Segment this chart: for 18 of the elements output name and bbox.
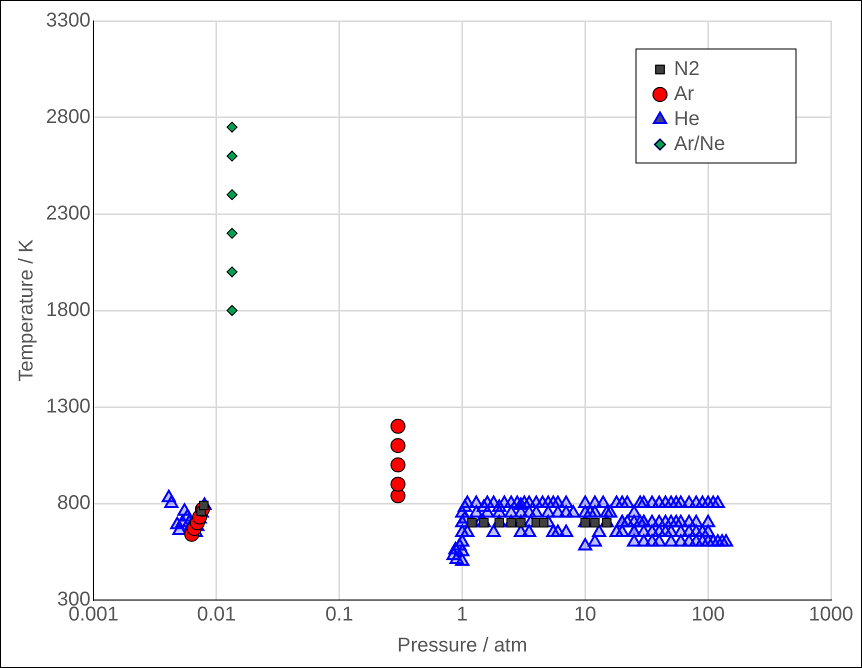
y-tick-label: 1800 [46, 299, 90, 322]
legend-label: N2 [674, 58, 700, 80]
y-tick-label: 2800 [46, 106, 90, 128]
y-tick-label: 800 [57, 492, 90, 514]
legend-label: He [674, 108, 700, 130]
x-tick-label: 1 [456, 604, 468, 626]
x-tick-label: 100 [691, 604, 725, 626]
y-tick-label: 2300 [46, 202, 90, 225]
y-tick-label: 3300 [46, 10, 90, 32]
x-tick-label: 1000 [808, 604, 854, 626]
y-axis-title: Temperature / K [16, 238, 38, 382]
x-tick-label: 0.01 [196, 604, 236, 626]
y-tick-label: 1300 [46, 396, 90, 418]
x-axis-title: Pressure / atm [397, 634, 528, 657]
legend-label: Ar [674, 83, 694, 106]
x-tick-label: 0.1 [325, 604, 354, 626]
legend-label: Ar/Ne [674, 133, 726, 156]
x-tick-label: 10 [574, 604, 596, 626]
